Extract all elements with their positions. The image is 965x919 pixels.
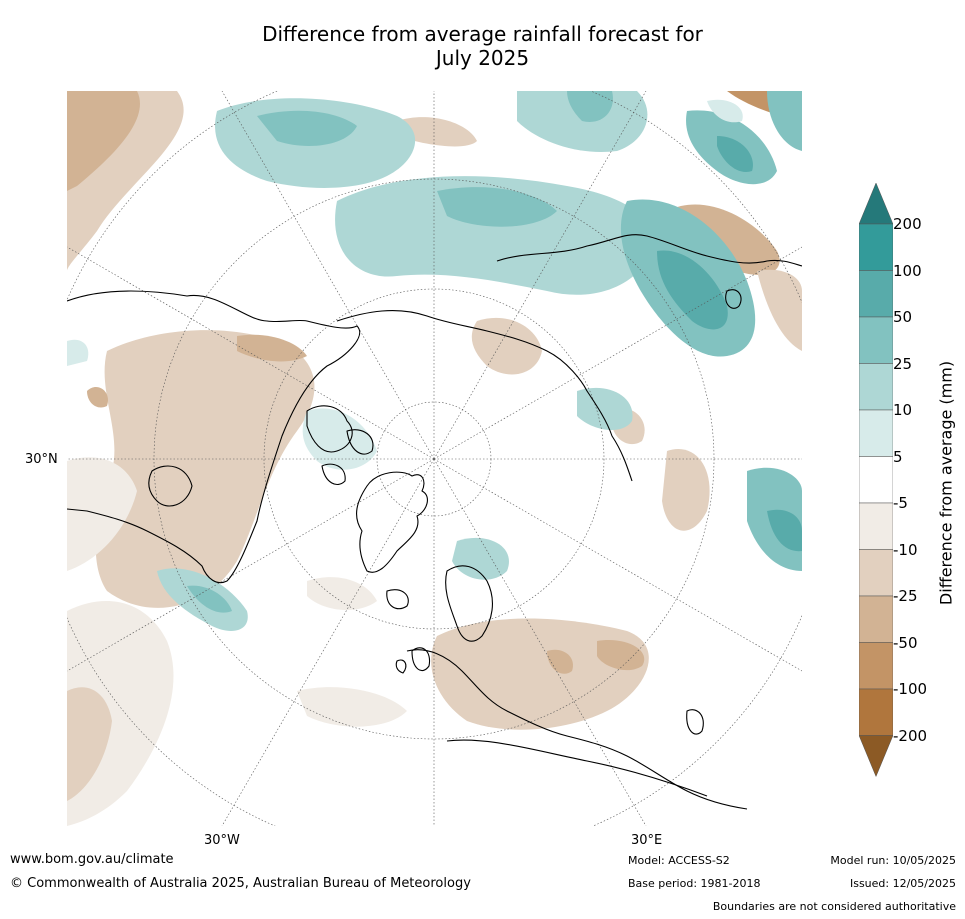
colorbar-label: Difference from average (mm)	[936, 360, 956, 606]
colorbar-tick-label: -5	[893, 494, 908, 512]
lake-baikal	[725, 289, 742, 309]
colorbar-tick-label: 200	[893, 215, 922, 233]
colorbar-tick-label: -25	[893, 587, 918, 605]
uk-ireland	[395, 647, 431, 674]
chart-title: Difference from average rainfall forecas…	[0, 22, 965, 70]
base-period: Base period: 1981-2018	[628, 877, 761, 890]
iceland	[386, 589, 409, 610]
colorbar-bin	[858, 595, 894, 643]
lat-label-30n: 30°N	[25, 452, 58, 467]
north-america-coast	[67, 290, 361, 584]
colorbar-graphic	[858, 182, 894, 778]
siberia-coast	[496, 234, 802, 267]
title-line-1: Difference from average rainfall forecas…	[262, 22, 703, 46]
graticule	[67, 91, 802, 826]
polar-map	[67, 91, 802, 826]
website-link[interactable]: www.bom.gov.au/climate	[10, 852, 174, 867]
dry-region-europe	[431, 618, 649, 730]
colorbar-bin	[858, 456, 894, 504]
caspian	[686, 709, 704, 735]
model-run: Model run: 10/05/2025	[830, 854, 956, 867]
lon-label-30w: 30°W	[204, 833, 240, 848]
canadian-archipelago	[306, 405, 374, 485]
map-canvas	[67, 91, 802, 826]
colorbar-bin	[858, 502, 894, 550]
colorbar-tick-label: 5	[893, 447, 903, 466]
dry-region-north-america	[95, 330, 315, 608]
colorbar-tick-label: -100	[893, 680, 928, 698]
colorbar-tick-label: 25	[893, 354, 913, 373]
hudson-bay	[148, 465, 193, 507]
wet-anomaly-regions	[67, 91, 802, 631]
colorbar-bin	[858, 270, 894, 318]
dry-anomaly-regions	[67, 91, 802, 826]
colorbar-bin	[858, 549, 894, 597]
colorbar-tick-label: -10	[893, 540, 918, 559]
colorbar-tick-label: -200	[893, 726, 928, 745]
colorbar	[858, 182, 894, 787]
colorbar-bin	[858, 409, 894, 457]
mediterranean	[446, 739, 708, 797]
colorbar-extend-top	[858, 182, 894, 225]
colorbar-bin	[858, 642, 894, 690]
lon-label-30e: 30°E	[631, 833, 663, 848]
issued-date: Issued: 12/05/2025	[849, 877, 956, 890]
colorbar-tick-label: 100	[893, 261, 922, 280]
scandinavia-coast	[445, 565, 493, 642]
title-line-2: July 2025	[435, 46, 530, 70]
copyright: © Commonwealth of Australia 2025, Austra…	[10, 876, 471, 891]
colorbar-bin	[858, 688, 894, 736]
model-name: Model: ACCESS-S2	[628, 854, 730, 867]
colorbar-bin	[858, 223, 894, 271]
colorbar-tick-label: -50	[893, 633, 918, 652]
colorbar-extend-bottom	[858, 735, 894, 778]
disclaimer: Boundaries are not considered authoritat…	[712, 900, 956, 913]
colorbar-bin	[858, 316, 894, 364]
europe-coast	[406, 649, 748, 810]
coastlines	[67, 234, 802, 810]
eurasia-arctic-coast	[336, 310, 633, 482]
colorbar-tick-label: 50	[893, 308, 913, 326]
colorbar-tick-label: 10	[893, 401, 913, 419]
wet-region-siberia-arctic	[335, 176, 653, 295]
colorbar-bin	[858, 363, 894, 411]
greenland-coast	[356, 471, 428, 573]
